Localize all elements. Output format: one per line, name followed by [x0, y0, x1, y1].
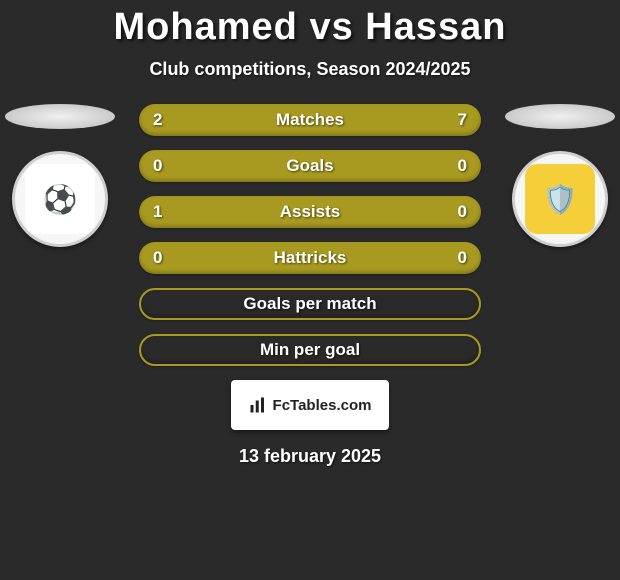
stat-row-goals: 0 Goals 0 — [139, 150, 481, 182]
stat-left-value: 2 — [153, 110, 162, 130]
right-player-placeholder — [505, 104, 615, 129]
footer-date: 13 february 2025 — [0, 446, 620, 467]
stat-row-min-per-goal: Min per goal — [139, 334, 481, 366]
title-player-right: Hassan — [365, 6, 506, 48]
stat-row-hattricks: 0 Hattricks 0 — [139, 242, 481, 274]
chart-icon — [249, 396, 267, 414]
subtitle: Club competitions, Season 2024/2025 — [0, 59, 620, 80]
left-club-icon: ⚽ — [25, 164, 95, 234]
stat-right-value: 0 — [458, 248, 467, 268]
stat-right-value: 0 — [458, 202, 467, 222]
stat-label: Goals — [286, 156, 333, 176]
stats-list: 2 Matches 7 0 Goals 0 1 Assists 0 0 Hattricks 0 Goal… — [139, 104, 481, 366]
stat-left-value: 0 — [153, 248, 162, 268]
right-player-column: 🛡️ — [500, 104, 620, 247]
stat-row-assists: 1 Assists 0 — [139, 196, 481, 228]
stat-left-value: 0 — [153, 156, 162, 176]
comparison-panel: ⚽ 🛡️ 2 Matches 7 0 Goals 0 1 Assists 0 0 Hattricks… — [0, 104, 620, 467]
stat-label: Hattricks — [274, 248, 347, 268]
stat-right-value: 7 — [458, 110, 467, 130]
right-club-icon: 🛡️ — [525, 164, 595, 234]
page-title: Mohamed vs Hassan — [0, 0, 620, 49]
title-player-left: Mohamed — [114, 6, 298, 48]
stat-label: Min per goal — [260, 340, 360, 360]
stat-label: Matches — [276, 110, 344, 130]
stat-row-matches: 2 Matches 7 — [139, 104, 481, 136]
right-club-emoji: 🛡️ — [543, 183, 578, 216]
brand-text: FcTables.com — [273, 397, 372, 414]
stat-right-value: 0 — [458, 156, 467, 176]
stat-left-value: 1 — [153, 202, 162, 222]
stat-label: Goals per match — [243, 294, 376, 314]
left-club-crest: ⚽ — [12, 151, 108, 247]
left-player-placeholder — [5, 104, 115, 129]
left-club-emoji: ⚽ — [43, 183, 78, 216]
right-club-crest: 🛡️ — [512, 151, 608, 247]
title-vs: vs — [309, 6, 353, 48]
stat-label: Assists — [280, 202, 340, 222]
stat-row-goals-per-match: Goals per match — [139, 288, 481, 320]
brand-badge: FcTables.com — [231, 380, 389, 430]
left-player-column: ⚽ — [0, 104, 120, 247]
